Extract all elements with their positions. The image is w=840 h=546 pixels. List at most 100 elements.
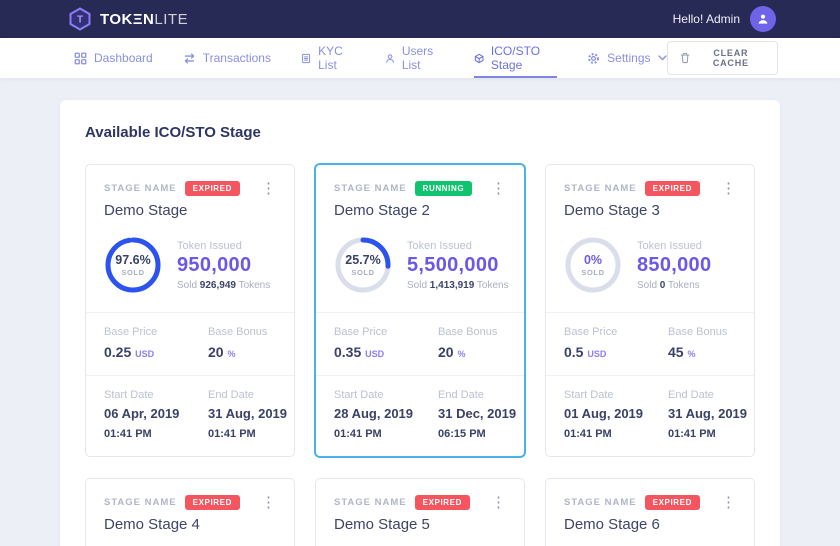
stage-title: Demo Stage 6 [564, 516, 660, 534]
stage-panel: Available ICO/STO Stage STAGE NAME EXPIR… [60, 100, 780, 546]
status-badge: EXPIRED [184, 495, 240, 511]
progress-ring: 25.7% SOLD [334, 236, 392, 294]
status-badge: EXPIRED [414, 495, 470, 511]
start-date-value: 06 Apr, 2019 [104, 406, 180, 422]
stage-title: Demo Stage 4 [104, 516, 200, 534]
nav-label: KYC List [318, 44, 343, 72]
nav-item-users-list[interactable]: Users List [385, 38, 444, 78]
end-time-value: 01:41 PM [208, 428, 256, 441]
status-badge: EXPIRED [184, 181, 240, 196]
sold-caption: SOLD [581, 268, 605, 277]
nav-item-ico-sto-stage[interactable]: ICO/STO Stage [473, 38, 558, 78]
progress-ring: 0% SOLD [564, 236, 622, 294]
stage-title: Demo Stage 2 [334, 202, 430, 219]
sold-caption: SOLD [121, 268, 145, 277]
base-bonus-value: 20 [208, 344, 224, 360]
token-issued-label: Token Issued [177, 239, 242, 252]
topbar: T TOKΞNLITE Hello! Admin [0, 0, 840, 38]
nav-label: ICO/STO Stage [490, 44, 541, 72]
kebab-menu-icon[interactable]: ⋮ [721, 494, 736, 512]
stage-card[interactable]: STAGE NAME RUNNING ⋮ Demo Stage 2 25.7% … [315, 164, 525, 458]
stage-card[interactable]: STAGE NAME EXPIRED ⋮ Demo Stage 3 0% SOL… [545, 164, 755, 458]
user-icon [385, 53, 394, 63]
nav-label: Transactions [202, 51, 271, 65]
greeting-text: Hello! Admin [672, 12, 740, 26]
nav-label: Users List [401, 44, 434, 72]
sold-tokens-value: 1,413,919 [429, 279, 475, 291]
stage-title: Demo Stage 5 [334, 516, 430, 534]
brand-logo[interactable]: T TOKΞNLITE [68, 7, 188, 31]
start-time-value: 01:41 PM [104, 428, 152, 441]
page-title: Available ICO/STO Stage [85, 124, 261, 141]
trash-icon [680, 52, 689, 64]
status-badge: EXPIRED [644, 495, 700, 511]
nav-item-dashboard[interactable]: Dashboard [74, 38, 153, 78]
person-icon [758, 14, 768, 24]
base-price-cell: Base Price 0.25 USD [104, 326, 158, 360]
stage-name-label: STAGE NAME [564, 497, 637, 509]
cube-icon [474, 53, 484, 63]
kebab-menu-icon[interactable]: ⋮ [261, 180, 276, 197]
nav-label: Dashboard [94, 51, 153, 65]
start-date-value: 01 Aug, 2019 [564, 406, 644, 422]
stage-card[interactable]: STAGE NAME EXPIRED ⋮ Demo Stage 5 0% SOL… [315, 478, 525, 546]
end-time-value: 06:15 PM [438, 428, 486, 441]
end-date-cell: End Date 31 Dec, 2019 06:15 PM [438, 389, 517, 441]
brand-text: TOKΞNLITE [100, 10, 189, 28]
percent-value: 0% [583, 253, 603, 267]
stage-title: Demo Stage [104, 202, 188, 219]
token-issued-value: 5,500,000 [407, 253, 499, 276]
token-issued-value: 950,000 [177, 253, 252, 276]
navbar: Dashboard Transactions KYC List Users Li… [0, 38, 840, 78]
token-issued-value: 850,000 [637, 253, 712, 276]
base-price-value: 0.25 [104, 344, 132, 360]
stage-card[interactable]: STAGE NAME EXPIRED ⋮ Demo Stage 97.6% SO… [85, 164, 295, 458]
sold-tokens-line: Sold 0 Tokens [637, 279, 700, 291]
stage-name-label: STAGE NAME [334, 183, 407, 194]
transactions-icon [184, 52, 194, 64]
stage-grid: STAGE NAME EXPIRED ⋮ Demo Stage 97.6% SO… [85, 164, 755, 546]
kebab-menu-icon[interactable]: ⋮ [721, 180, 736, 197]
kebab-menu-icon[interactable]: ⋮ [491, 494, 506, 512]
stage-name-label: STAGE NAME [334, 497, 407, 509]
kebab-menu-icon[interactable]: ⋮ [491, 180, 506, 197]
sold-tokens-line: Sold 926,949 Tokens [177, 279, 271, 291]
token-issued-label: Token Issued [637, 239, 702, 252]
start-time-value: 01:41 PM [334, 428, 382, 441]
base-bonus-value: 20 [438, 344, 454, 360]
grid-icon [74, 52, 87, 64]
nav-item-transactions[interactable]: Transactions [183, 38, 271, 78]
clear-cache-button[interactable]: CLEAR CACHE [666, 41, 778, 75]
token-issued-label: Token Issued [407, 239, 472, 252]
stage-title: Demo Stage 3 [564, 202, 660, 219]
clear-cache-label: CLEAR CACHE [712, 48, 749, 68]
nav-label: Settings [607, 51, 651, 65]
document-icon [302, 53, 311, 63]
base-bonus-cell: Base Bonus 45 % [668, 326, 728, 360]
progress-ring: 97.6% SOLD [104, 236, 162, 294]
stage-card[interactable]: STAGE NAME EXPIRED ⋮ Demo Stage 6 0% SOL… [545, 478, 755, 546]
stage-name-label: STAGE NAME [104, 497, 177, 509]
base-bonus-cell: Base Bonus 20 % [438, 326, 498, 360]
chevron-down-icon [657, 55, 667, 61]
stage-name-label: STAGE NAME [564, 183, 637, 194]
sold-caption: SOLD [351, 268, 375, 277]
kebab-menu-icon[interactable]: ⋮ [261, 494, 276, 512]
end-date-value: 31 Aug, 2019 [208, 406, 288, 422]
nav-item-settings[interactable]: Settings [587, 38, 667, 78]
stage-card[interactable]: STAGE NAME EXPIRED ⋮ Demo Stage 4 0% SOL… [85, 478, 295, 546]
avatar[interactable] [750, 6, 776, 32]
sold-tokens-value: 0 [659, 279, 666, 291]
status-badge: EXPIRED [644, 181, 700, 196]
start-date-value: 28 Aug, 2019 [334, 406, 414, 422]
tokenlite-logo-icon: T [69, 7, 91, 31]
start-time-value: 01:41 PM [564, 428, 612, 441]
nav-item-kyc-list[interactable]: KYC List [301, 38, 355, 78]
gear-icon [588, 52, 600, 64]
sold-tokens-line: Sold 1,413,919 Tokens [407, 279, 509, 291]
svg-text:T: T [77, 15, 83, 26]
end-date-cell: End Date 31 Aug, 2019 01:41 PM [668, 389, 748, 441]
base-price-value: 0.5 [564, 344, 584, 360]
stage-name-label: STAGE NAME [104, 183, 177, 194]
end-date-cell: End Date 31 Aug, 2019 01:41 PM [208, 389, 288, 441]
